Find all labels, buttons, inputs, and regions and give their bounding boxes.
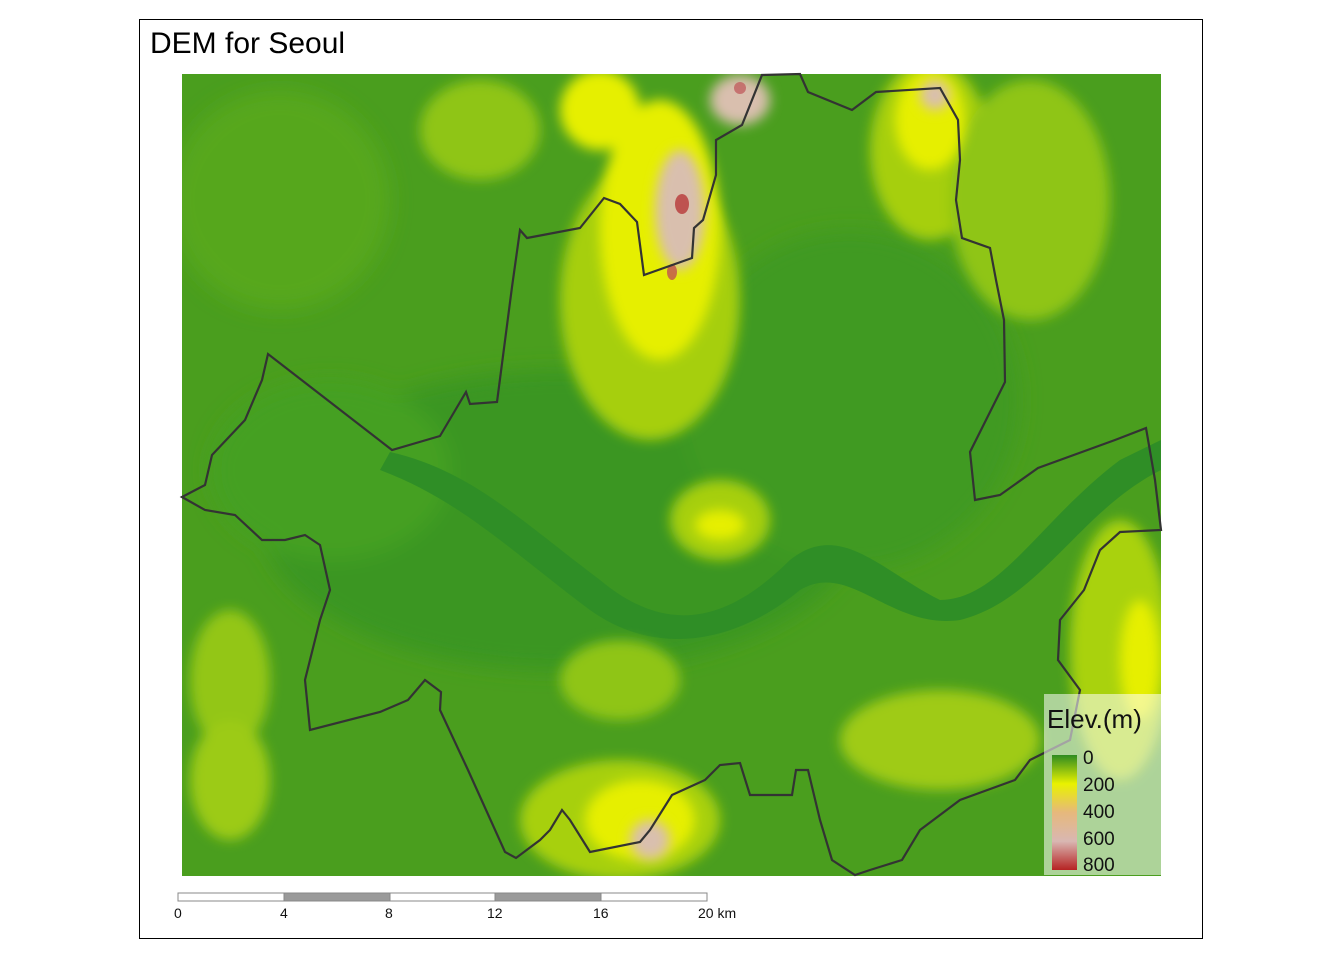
dem-summits	[667, 82, 746, 280]
scale-segment-5	[600, 892, 708, 902]
legend-break-600: 600	[1083, 829, 1115, 850]
dem-low-zones	[182, 90, 1020, 670]
scale-label-12: 12	[487, 905, 503, 921]
legend-color-ramp	[1052, 755, 1077, 870]
legend-break-400: 400	[1083, 802, 1115, 823]
scale-label-0: 0	[174, 905, 182, 921]
scale-label-4: 4	[280, 905, 288, 921]
scale-segment-3	[389, 892, 496, 902]
dem-raster	[182, 74, 1161, 876]
legend-break-200: 200	[1083, 775, 1115, 796]
seoul-boundary	[179, 72, 1163, 877]
scale-segment-4	[494, 892, 602, 902]
scale-label-8: 8	[385, 905, 393, 921]
scale-label-16: 16	[593, 905, 609, 921]
scale-segment-1	[177, 892, 285, 902]
legend-break-0: 0	[1083, 748, 1094, 769]
legend-break-800: 800	[1083, 855, 1115, 876]
scale-segment-2	[283, 892, 391, 902]
han-river	[380, 440, 1161, 639]
map-title: DEM for Seoul	[150, 27, 346, 60]
scale-label-20km: 20 km	[698, 905, 737, 921]
legend-title: Elev.(m)	[1047, 704, 1142, 734]
